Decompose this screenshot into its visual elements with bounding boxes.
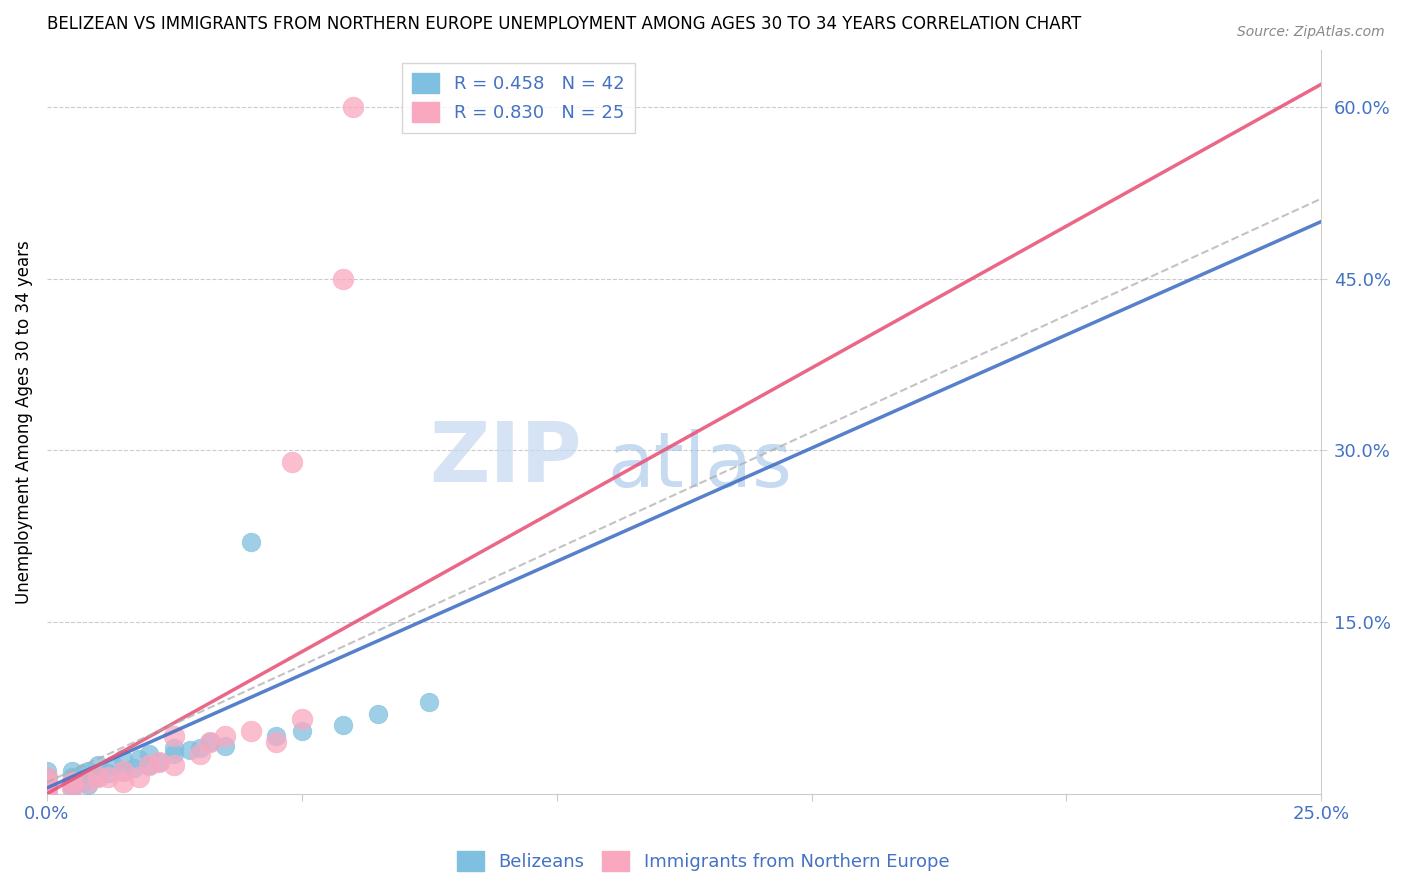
Point (60, 775, 83, 789)
Point (35, 770, 58, 784)
Point (72, 775, 94, 789)
Point (112, 764, 135, 778)
Point (60, 764, 83, 778)
Point (76, 775, 98, 789)
Point (76, 778, 98, 792)
Point (97, 770, 120, 784)
Y-axis label: Unemployment Among Ages 30 to 34 years: Unemployment Among Ages 30 to 34 years (15, 240, 32, 604)
Point (198, 735, 221, 749)
Legend: R = 0.458   N = 42, R = 0.830   N = 25: R = 0.458 N = 42, R = 0.830 N = 25 (402, 62, 636, 133)
Point (97, 766, 120, 780)
Point (101, 758, 124, 772)
Point (188, 740, 211, 755)
Point (112, 752, 135, 766)
Point (72, 766, 94, 780)
Point (198, 735, 221, 749)
Point (280, 455, 302, 469)
Point (60, 780, 83, 795)
Point (291, 712, 314, 726)
Text: ZIP: ZIP (430, 418, 582, 500)
Point (35, 780, 58, 795)
Point (214, 739, 236, 753)
Point (60, 775, 83, 789)
Point (148, 755, 170, 769)
Point (112, 775, 135, 789)
Point (87, 770, 110, 784)
Point (188, 747, 211, 761)
Point (266, 730, 288, 744)
Point (239, 723, 262, 738)
Point (214, 730, 236, 744)
Text: Source: ZipAtlas.com: Source: ZipAtlas.com (1237, 25, 1385, 39)
Text: BELIZEAN VS IMMIGRANTS FROM NORTHERN EUROPE UNEMPLOYMENT AMONG AGES 30 TO 34 YEA: BELIZEAN VS IMMIGRANTS FROM NORTHERN EUR… (46, 15, 1081, 33)
Point (163, 730, 186, 744)
Point (332, 271, 354, 285)
Point (35, 775, 58, 789)
Point (128, 752, 150, 766)
Point (239, 535, 262, 549)
Point (35, 780, 58, 795)
Legend: Belizeans, Immigrants from Northern Europe: Belizeans, Immigrants from Northern Euro… (450, 844, 956, 879)
Point (35, 775, 58, 789)
Point (138, 747, 160, 761)
Point (266, 735, 288, 749)
Point (163, 747, 186, 761)
Point (148, 755, 170, 769)
Point (35, 787, 58, 801)
Point (138, 758, 160, 772)
Point (35, 780, 58, 795)
Point (367, 706, 389, 721)
Point (35, 787, 58, 801)
Point (35, 787, 58, 801)
Point (418, 695, 440, 709)
Point (87, 770, 110, 784)
Point (122, 762, 145, 776)
Point (60, 778, 83, 792)
Point (60, 770, 83, 784)
Point (112, 764, 135, 778)
Point (35, 775, 58, 789)
Point (35, 787, 58, 801)
Point (163, 758, 186, 772)
Point (76, 764, 98, 778)
Point (163, 740, 186, 755)
Point (87, 758, 110, 772)
Point (291, 723, 314, 738)
Point (35, 780, 58, 795)
Point (342, 100, 364, 114)
Point (35, 764, 58, 778)
Point (35, 770, 58, 784)
Point (332, 718, 354, 732)
Point (60, 780, 83, 795)
Point (179, 743, 201, 757)
Point (128, 770, 150, 784)
Text: atlas: atlas (607, 429, 793, 503)
Point (138, 758, 160, 772)
